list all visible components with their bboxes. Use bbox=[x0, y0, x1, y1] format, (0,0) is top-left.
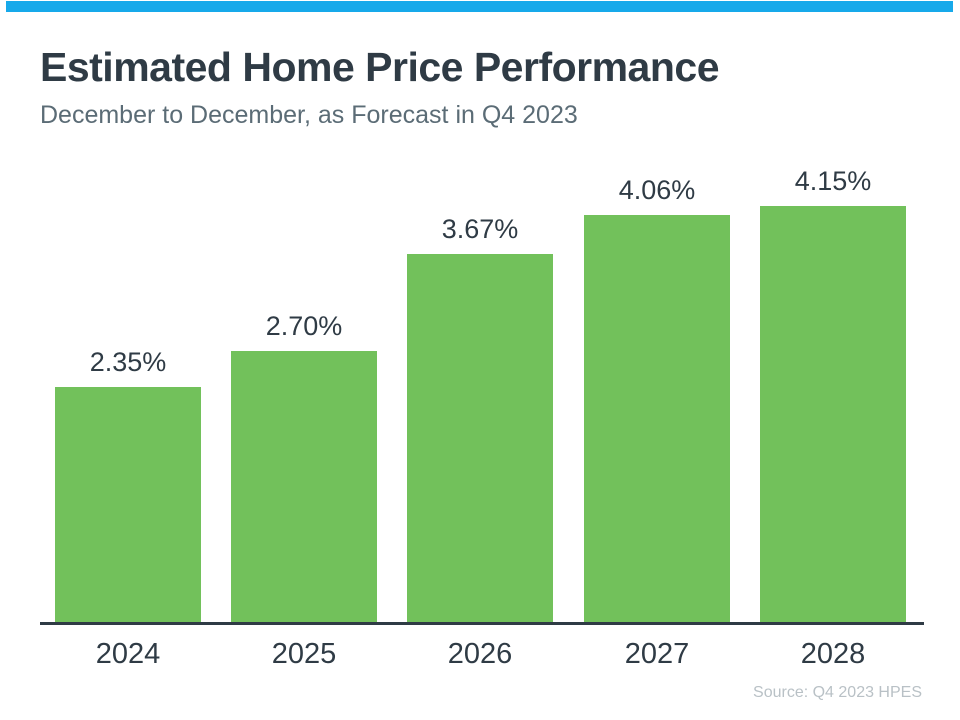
bar bbox=[584, 215, 730, 622]
bar-group-2027: 4.06% 2027 bbox=[584, 0, 730, 720]
bar bbox=[55, 387, 201, 622]
value-label: 2.70% bbox=[265, 311, 343, 341]
bar bbox=[407, 254, 553, 622]
page-title: Estimated Home Price Performance bbox=[40, 44, 720, 90]
bar-group-2028: 4.15% 2028 bbox=[760, 0, 906, 720]
top-accent-bar bbox=[6, 1, 953, 12]
bar bbox=[760, 206, 906, 622]
page-subtitle: December to December, as Forecast in Q4 … bbox=[40, 101, 578, 129]
bar-group-2025: 2.70% 2025 bbox=[231, 0, 377, 720]
x-axis-label: 2026 bbox=[447, 638, 513, 670]
value-label: 3.67% bbox=[441, 214, 519, 244]
source-note: Source: Q4 2023 HPES bbox=[753, 684, 922, 701]
value-label: 4.06% bbox=[618, 175, 696, 205]
value-label: 2.35% bbox=[89, 347, 167, 377]
x-axis-label: 2024 bbox=[95, 638, 161, 670]
x-axis-label: 2027 bbox=[624, 638, 690, 670]
bar-group-2026: 3.67% 2026 bbox=[407, 0, 553, 720]
x-axis-label: 2028 bbox=[800, 638, 866, 670]
x-axis-line bbox=[40, 622, 924, 625]
value-label: 4.15% bbox=[794, 166, 872, 196]
bar bbox=[231, 351, 377, 622]
x-axis-label: 2025 bbox=[271, 638, 337, 670]
bar-group-2024: 2.35% 2024 bbox=[55, 0, 201, 720]
